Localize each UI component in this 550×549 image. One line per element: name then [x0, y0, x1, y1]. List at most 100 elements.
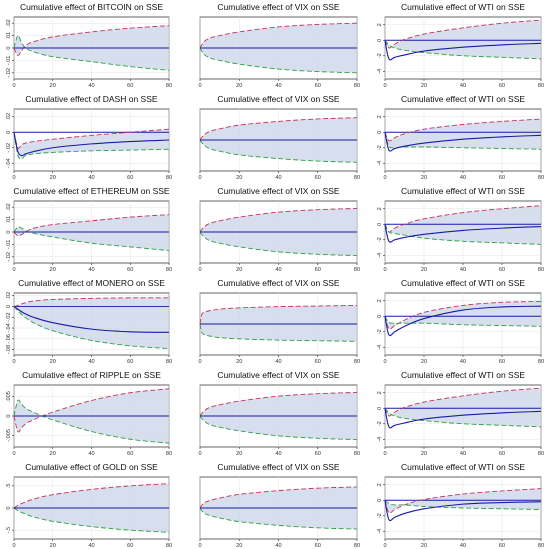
- x-tick-label: 40: [275, 543, 281, 549]
- x-tick-label: 0: [198, 451, 201, 457]
- x-tick-label: 60: [127, 83, 133, 89]
- y-tick-label: .01: [6, 216, 12, 224]
- y-tick-label: 0: [377, 131, 383, 134]
- lower-bound-line: [199, 231, 358, 257]
- panel-4: Cumulative effect of DASH on SSE 0 20 40 60 8…: [6, 94, 172, 181]
- y-tick-label: -2: [377, 237, 383, 242]
- y-tick-label: 0: [6, 506, 12, 509]
- lower-bound-line: [13, 226, 170, 252]
- panel-title: Cumulative effect of WTI on SSE: [401, 370, 525, 380]
- x-tick-label: 0: [198, 543, 201, 549]
- y-tick-label: -2: [377, 145, 383, 150]
- y-tick-label: 0: [377, 315, 383, 318]
- y-tick-label: 0: [6, 46, 12, 49]
- lower-bound-line: [384, 407, 542, 428]
- y-tick-label: .02: [6, 292, 12, 300]
- y-tick-label: 0: [377, 407, 383, 410]
- lower-bound-line: [13, 399, 170, 444]
- x-tick-label: 40: [275, 83, 281, 89]
- upper-bound-line: [199, 486, 358, 509]
- x-tick-label: 60: [315, 175, 321, 181]
- x-tick-label: 20: [50, 359, 56, 365]
- confidence-band: [14, 214, 169, 251]
- x-tick-label: 80: [354, 359, 360, 365]
- x-tick-label: 40: [88, 83, 94, 89]
- confidence-band: [385, 388, 541, 427]
- upper-bound-line: [13, 128, 170, 149]
- x-tick-label: 80: [354, 267, 360, 273]
- confidence-band: [385, 20, 541, 59]
- x-tick-label: 0: [12, 267, 15, 273]
- lower-bound-line: [13, 306, 170, 349]
- x-tick-label: 80: [538, 83, 544, 89]
- panel-title: Cumulative effect of VIX on SSE: [217, 462, 340, 472]
- upper-bound-line: [13, 214, 170, 237]
- y-tick-label: 0: [6, 414, 12, 417]
- x-tick-label: 20: [421, 267, 427, 273]
- confidence-band: [200, 305, 357, 342]
- y-tick-label: .02: [6, 113, 12, 121]
- panel-16: Cumulative effect of GOLD on SSE 0 20 40 60 8…: [6, 462, 172, 549]
- x-tick-label: 40: [460, 359, 466, 365]
- lower-bound-line: [384, 499, 542, 510]
- x-tick-label: 80: [538, 175, 544, 181]
- x-tick-label: 80: [354, 175, 360, 181]
- y-tick-label: -.02: [6, 143, 12, 153]
- x-tick-label: 40: [460, 175, 466, 181]
- y-tick-label: 0: [377, 223, 383, 226]
- panel-title: Cumulative effect of WTI on SSE: [401, 94, 525, 104]
- x-tick-label: 60: [499, 359, 505, 365]
- panel-title: Cumulative effect of WTI on SSE: [401, 2, 525, 12]
- panel-title: Cumulative effect of VIX on SSE: [217, 186, 340, 196]
- x-tick-label: 40: [460, 451, 466, 457]
- x-tick-label: 0: [12, 175, 15, 181]
- x-tick-label: 80: [166, 543, 172, 549]
- confidence-band: [385, 301, 541, 330]
- upper-bound-line: [384, 387, 542, 417]
- x-tick-label: 60: [499, 543, 505, 549]
- panel-13: Cumulative effect of RIPPLE on SSE 0 20 40 6…: [6, 370, 172, 457]
- y-tick-label: 0: [377, 39, 383, 42]
- x-tick-label: 40: [88, 175, 94, 181]
- y-tick-label: 2: [377, 23, 383, 26]
- upper-bound-line: [384, 19, 542, 49]
- x-tick-label: 0: [383, 83, 386, 89]
- lower-bound-line: [384, 224, 542, 245]
- lower-bound-line: [13, 132, 170, 160]
- lower-bound-line: [384, 39, 542, 60]
- y-tick-label: .01: [6, 32, 12, 40]
- y-tick-label: -4: [377, 437, 383, 442]
- x-tick-label: 20: [50, 543, 56, 549]
- y-tick-label: -4: [377, 161, 383, 166]
- lower-bound-line: [199, 47, 358, 74]
- x-tick-label: 60: [127, 359, 133, 365]
- x-tick-label: 0: [12, 543, 15, 549]
- x-tick-label: 20: [236, 175, 242, 181]
- y-tick-label: -2: [377, 53, 383, 58]
- x-tick-label: 40: [88, 451, 94, 457]
- y-tick-label: .02: [6, 19, 12, 27]
- x-tick-label: 0: [198, 175, 201, 181]
- x-tick-label: 80: [166, 451, 172, 457]
- x-tick-label: 20: [421, 451, 427, 457]
- upper-bound-line: [13, 388, 170, 433]
- response-line: [384, 224, 542, 243]
- panel-title: Cumulative effect of WTI on SSE: [401, 462, 525, 472]
- x-tick-label: 80: [538, 267, 544, 273]
- y-tick-label: 2: [377, 391, 383, 394]
- x-tick-label: 80: [166, 267, 172, 273]
- x-tick-label: 0: [383, 543, 386, 549]
- y-tick-label: 2: [377, 483, 383, 486]
- y-tick-label: 0: [6, 305, 12, 308]
- lower-bound-line: [13, 35, 170, 71]
- y-tick-label: -.02: [6, 68, 12, 78]
- y-tick-label: -.06: [6, 334, 12, 344]
- y-tick-label: 2: [377, 207, 383, 210]
- response-line: [384, 132, 542, 152]
- x-tick-label: 20: [236, 83, 242, 89]
